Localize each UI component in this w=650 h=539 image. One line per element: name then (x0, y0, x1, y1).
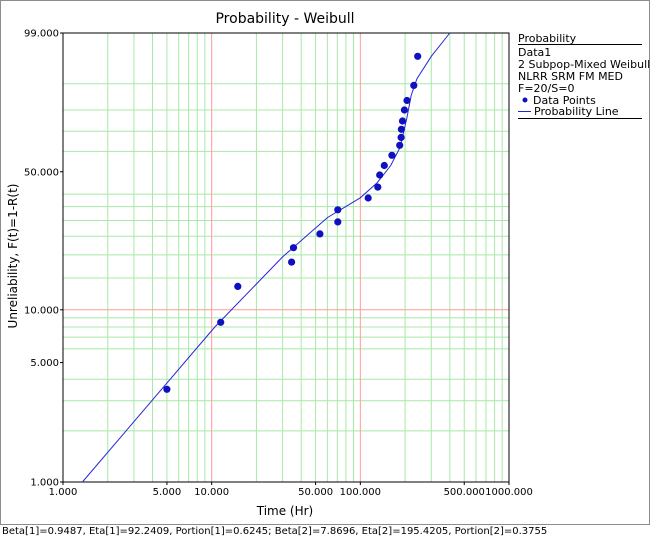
data-point (396, 141, 404, 149)
y-tick-label: 5.000 (30, 358, 59, 369)
data-point (288, 258, 296, 266)
legend-line-counts: F=20/S=0 (518, 82, 574, 95)
grid (63, 33, 509, 482)
legend-data-points-label: Data Points (533, 94, 596, 107)
data-point (414, 52, 422, 60)
x-tick-label: 10.000 (194, 487, 229, 498)
legend-data-points-marker (522, 97, 528, 103)
data-point (380, 161, 388, 170)
data-point (316, 230, 324, 238)
data-point (398, 117, 407, 125)
probability-line-series (82, 32, 451, 483)
data-point (374, 183, 382, 191)
data-point (388, 151, 396, 159)
y-tick-label: 50.000 (24, 167, 59, 178)
x-tick-label: 1.000 (49, 487, 78, 498)
data-point (364, 194, 372, 202)
x-tick-label: 1000.000 (485, 487, 533, 498)
legend-header: Probability (518, 32, 577, 45)
data-point (403, 96, 411, 105)
data-point (289, 244, 298, 252)
data-point (163, 385, 171, 393)
chart-title: Probability - Weibull (215, 11, 354, 27)
data-point (334, 206, 342, 214)
data-point (217, 318, 225, 326)
plot-area (62, 32, 510, 483)
legend-line-model: 2 Subpop-Mixed Weibull (518, 58, 650, 71)
legend-line-method: NLRR SRM FM MED (518, 70, 623, 83)
y-axis: 1.000 5.000 10.000 50.000 99.000 (24, 29, 63, 489)
x-tick-label: 100.000 (340, 487, 381, 498)
x-axis-label: Time (Hr) (256, 504, 314, 518)
y-axis-label: Unreliability, F(t)=1-R(t) (6, 184, 20, 329)
legend-probability-line-label: Probability Line (534, 105, 619, 118)
y-tick-label: 10.000 (24, 305, 59, 316)
y-tick-label: 99.000 (24, 29, 59, 40)
data-point (376, 171, 384, 179)
x-tick-label: 5.000 (153, 487, 182, 498)
legend: Probability Data1 2 Subpop-Mixed Weibull… (518, 32, 650, 119)
data-point (400, 106, 408, 114)
probability-line (82, 32, 451, 483)
weibull-chart: Probability - Weibull 1.000 5.000 10.000 50… (6, 11, 650, 518)
legend-line-dataset: Data1 (518, 46, 551, 59)
x-tick-label: 500.000 (444, 487, 485, 498)
data-point (234, 282, 242, 290)
data-points-series (163, 52, 422, 393)
status-bar: Beta[1]=0.9487, Eta[1]=92.2409, Portion[… (0, 524, 650, 539)
y-tick-label: 1.000 (30, 478, 59, 489)
x-tick-label: 50.000 (298, 487, 333, 498)
data-point (397, 133, 405, 141)
data-point (410, 81, 418, 89)
data-point (334, 218, 342, 226)
x-axis: 1.000 5.000 10.000 50.000 100.000 500.000 1000… (49, 482, 533, 498)
data-point (397, 125, 405, 133)
